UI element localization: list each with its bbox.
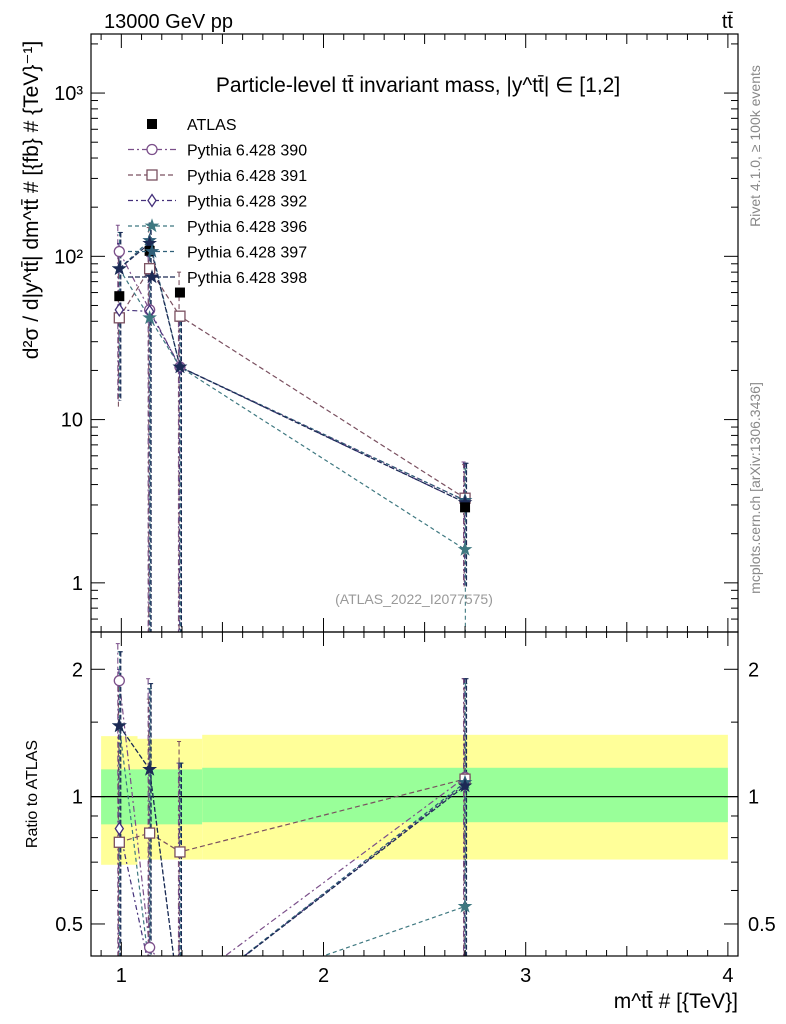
atlas-data-point-2	[174, 287, 185, 298]
ratio-marker-1-1	[143, 827, 156, 839]
top-marker-2-0	[114, 302, 125, 318]
top-marker-1-2	[174, 310, 186, 322]
top-series-line-3	[118, 268, 466, 551]
legend-label-atlas: ATLAS	[187, 117, 237, 134]
legend-entry-atlas: ATLAS	[147, 117, 237, 134]
top-marker-1-1	[143, 263, 156, 275]
legend-marker-1	[146, 169, 158, 181]
top-marker-3-1	[142, 310, 157, 325]
legend-marker-2	[147, 193, 157, 208]
ratio-series-line-5	[118, 725, 466, 956]
ratio-marker-1-2	[174, 846, 186, 858]
top-ytick-label-3: 10³	[54, 83, 83, 105]
legend-label-4: Pythia 6.428 397	[187, 245, 307, 262]
ratio-marker-5-3	[457, 778, 473, 793]
top-marker-3-3	[457, 541, 473, 556]
legend-entry-3: Pythia 6.428 396	[128, 218, 307, 236]
top-ytick-label-2: 10²	[54, 246, 83, 268]
top-marker-0-0	[113, 245, 125, 258]
xtick-label-2: 3	[520, 965, 531, 987]
ratio-ytick-label-0: 0.5	[55, 914, 83, 936]
rivet-label: Rivet 4.1.0, ≥ 100k events	[747, 65, 763, 227]
legend-entry-4: Pythia 6.428 397	[128, 243, 307, 262]
chart-title: Particle-level tt̄ invariant mass, |y^tt…	[216, 74, 620, 97]
legend-label-0: Pythia 6.428 390	[187, 143, 307, 160]
ratio-ytick-label-2: 2	[72, 659, 83, 681]
energy-label: 13000 GeV pp	[104, 11, 233, 33]
analysis-id: (ATLAS_2022_I2077575)	[335, 591, 493, 607]
ratio-ytick-label-right-0: 0.5	[748, 914, 776, 936]
ratio-ylabel: Ratio to ATLAS	[24, 740, 41, 848]
uncertainty-bands	[101, 734, 728, 865]
legend-marker-3	[144, 218, 160, 233]
top-ytick-label-1: 10	[61, 410, 83, 432]
top-marker-5-2	[172, 359, 188, 374]
legend-label-1: Pythia 6.428 391	[187, 168, 307, 185]
top-ylabel: d²σ / d|y^tt̄| dm^tt̄ # [{fb} # {TeV}⁻¹]	[20, 41, 43, 359]
ratio-marker-1-0	[113, 836, 125, 848]
top-series-line-1	[118, 267, 466, 499]
ratio-marker-0-0	[113, 675, 125, 687]
atlas-data-point-0	[114, 291, 125, 302]
ratio-series-line-4	[118, 725, 466, 956]
legend-entry-1: Pythia 6.428 391	[128, 168, 307, 185]
ratio-series-line-1	[119, 778, 466, 853]
legend-label-2: Pythia 6.428 392	[187, 194, 307, 211]
legend-entry-0: Pythia 6.428 390	[128, 143, 307, 160]
ratio-ytick-label-1: 1	[72, 787, 83, 809]
top-series-line-2	[119, 309, 466, 504]
legend: ATLAS Pythia 6.428 390 Pythia 6.428 391 Pyt…	[128, 117, 307, 287]
top-ytick-label-0: 1	[72, 573, 83, 595]
xlabel: m^tt̄ # [{TeV}]	[614, 990, 738, 1013]
legend-marker-0	[146, 143, 158, 156]
xtick-label-0: 1	[116, 965, 127, 987]
top-series-line-5	[118, 242, 466, 504]
ratio-series-line-3	[118, 725, 466, 956]
atlas-data-point-3	[460, 502, 471, 513]
ratio-marker-5-0	[111, 718, 127, 733]
process-label: tt̄	[722, 11, 734, 33]
legend-label-3: Pythia 6.428 396	[187, 219, 307, 236]
top-marker-5-0	[111, 260, 127, 275]
ratio-panel-frame	[90, 631, 739, 957]
mcplots-label: mcplots.cern.ch [arXiv:1306.3436]	[747, 382, 763, 594]
legend-marker-4	[144, 243, 160, 258]
ratio-marker-5-1	[142, 761, 157, 776]
ratio-marker-0-1	[143, 941, 156, 954]
ratio-marker-2-0	[114, 821, 125, 836]
ratio-marker-3-3	[457, 898, 473, 913]
xtick-label-1: 2	[318, 965, 329, 987]
legend-marker-5	[144, 269, 160, 284]
legend-marker-atlas	[147, 119, 157, 129]
top-series-line-0	[118, 251, 466, 501]
ratio-ytick-label-right-1: 1	[748, 787, 759, 809]
ratio-ytick-label-right-2: 2	[748, 659, 759, 681]
legend-label-5: Pythia 6.428 398	[187, 270, 307, 287]
ratio-series-line-2	[118, 783, 466, 956]
legend-entry-5: Pythia 6.428 398	[128, 269, 307, 287]
xtick-label-3: 4	[722, 965, 733, 987]
legend-entry-2: Pythia 6.428 392	[128, 193, 307, 211]
